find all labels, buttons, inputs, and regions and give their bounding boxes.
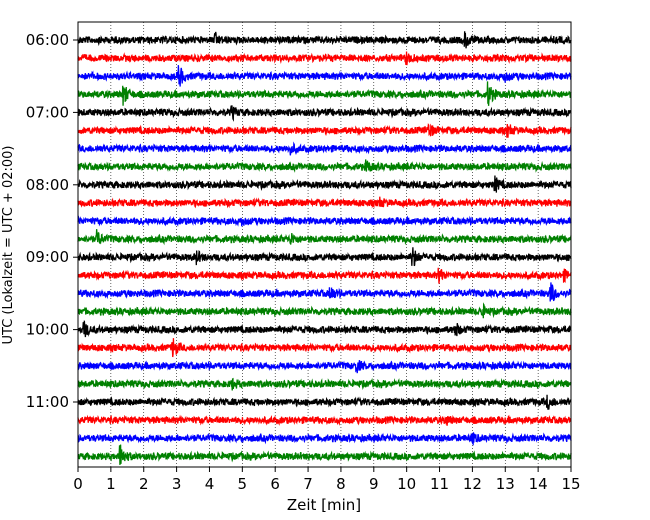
trace-11:30 [77, 432, 572, 446]
trace-10:15 [77, 338, 572, 358]
trace-09:45 [77, 302, 572, 319]
y-axis-label: UTC (Lokalzeit = UTC + 02:00) [1, 146, 16, 345]
y-tick-label: 10:00 [26, 321, 69, 339]
x-tick-label: 4 [205, 475, 215, 493]
trace-07:45 [77, 159, 572, 173]
trace-11:45 [77, 444, 572, 465]
trace-09:15 [77, 267, 572, 284]
y-tick-label: 11:00 [26, 393, 69, 411]
x-tick-label: 12 [463, 475, 482, 493]
trace-06:30 [77, 65, 572, 87]
x-tick-label: 6 [270, 475, 280, 493]
seismogram-traces [77, 31, 572, 465]
trace-08:30 [77, 215, 572, 227]
trace-09:00 [77, 247, 572, 267]
x-tick-label: 5 [238, 475, 248, 493]
x-tick-label: 9 [369, 475, 379, 493]
trace-08:45 [77, 229, 572, 246]
y-tick-label: 06:00 [26, 31, 69, 49]
trace-10:30 [77, 360, 572, 374]
trace-07:00 [77, 105, 572, 122]
trace-07:30 [77, 141, 572, 156]
trace-07:15 [77, 123, 572, 138]
trace-08:15 [77, 196, 572, 209]
trace-10:00 [77, 320, 572, 338]
x-tick-label: 7 [303, 475, 313, 493]
trace-11:15 [77, 414, 572, 426]
x-axis-label: Zeit [min] [287, 496, 361, 514]
x-tick-label: 3 [172, 475, 182, 493]
x-tick-label: 10 [397, 475, 416, 493]
trace-11:00 [77, 394, 572, 410]
x-tick-label: 2 [139, 475, 149, 493]
trace-09:30 [77, 282, 572, 302]
plot-frame [77, 21, 572, 468]
grid-lines [110, 22, 539, 467]
y-axis-ticks: 06:00 07:00 08:00 09:00 10:00 11:00 [26, 31, 78, 411]
trace-08:00 [77, 175, 572, 193]
trace-06:00 [77, 31, 572, 49]
x-tick-label: 8 [336, 475, 346, 493]
y-tick-label: 07:00 [26, 103, 69, 121]
trace-10:45 [77, 377, 572, 391]
x-tick-label: 0 [73, 475, 83, 493]
x-axis-ticks: 0 1 2 3 4 5 6 7 8 9 10 11 12 13 14 15 [73, 467, 581, 493]
x-tick-label: 13 [496, 475, 515, 493]
x-tick-label: 14 [529, 475, 548, 493]
y-tick-label: 08:00 [26, 176, 69, 194]
x-tick-label: 1 [106, 475, 116, 493]
trace-06:15 [77, 51, 572, 66]
trace-06:45 [77, 81, 572, 106]
x-tick-label: 11 [430, 475, 449, 493]
x-tick-label: 15 [561, 475, 580, 493]
y-tick-label: 09:00 [26, 248, 69, 266]
